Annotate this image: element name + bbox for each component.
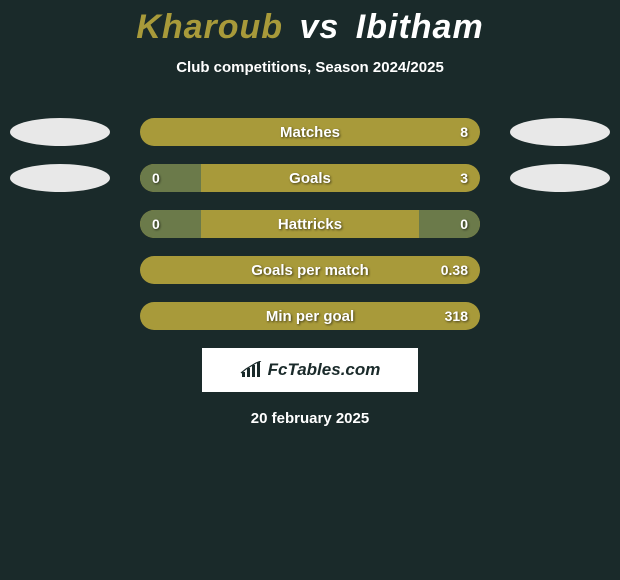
player1-chip [10, 118, 110, 146]
chart-icon [240, 361, 262, 379]
subtitle: Club competitions, Season 2024/2025 [0, 59, 620, 76]
stat-value-right: 3 [460, 164, 468, 192]
stat-label: Goals [140, 164, 480, 192]
stat-value-left: 0 [152, 164, 160, 192]
stat-row: Min per goal318 [0, 302, 620, 330]
stat-row: Goals0 3 [0, 164, 620, 192]
stat-bar: Min per goal318 [140, 302, 480, 330]
source-logo[interactable]: FcTables.com [202, 348, 418, 392]
player2-chip [510, 118, 610, 146]
player1-chip [10, 164, 110, 192]
logo-text: FcTables.com [268, 360, 381, 380]
player1-name: Kharoub [136, 8, 283, 46]
stat-label: Hattricks [140, 210, 480, 238]
player2-name: Ibitham [356, 8, 484, 46]
stat-row: Goals per match0.38 [0, 256, 620, 284]
comparison-card: Kharoub vs Ibitham Club competitions, Se… [0, 0, 620, 427]
vs-label: vs [300, 8, 340, 46]
stat-value-right: 8 [460, 118, 468, 146]
stat-label: Goals per match [140, 256, 480, 284]
stat-bar: Matches8 [140, 118, 480, 146]
stat-bar: Goals per match0.38 [140, 256, 480, 284]
stat-bar: Goals0 3 [140, 164, 480, 192]
page-title: Kharoub vs Ibitham [0, 8, 620, 47]
stats-area: Matches8Goals03Hattricks00Goals per matc… [0, 118, 620, 330]
stat-bar: Hattricks0 0 [140, 210, 480, 238]
stat-value-left: 0 [152, 210, 160, 238]
stat-value-right: 318 [445, 302, 468, 330]
stat-label: Matches [140, 118, 480, 146]
stat-value-right: 0.38 [441, 256, 468, 284]
stat-row: Hattricks0 0 [0, 210, 620, 238]
stat-label: Min per goal [140, 302, 480, 330]
date-label: 20 february 2025 [0, 410, 620, 427]
stat-value-right: 0 [460, 210, 468, 238]
stat-row: Matches8 [0, 118, 620, 146]
player2-chip [510, 164, 610, 192]
